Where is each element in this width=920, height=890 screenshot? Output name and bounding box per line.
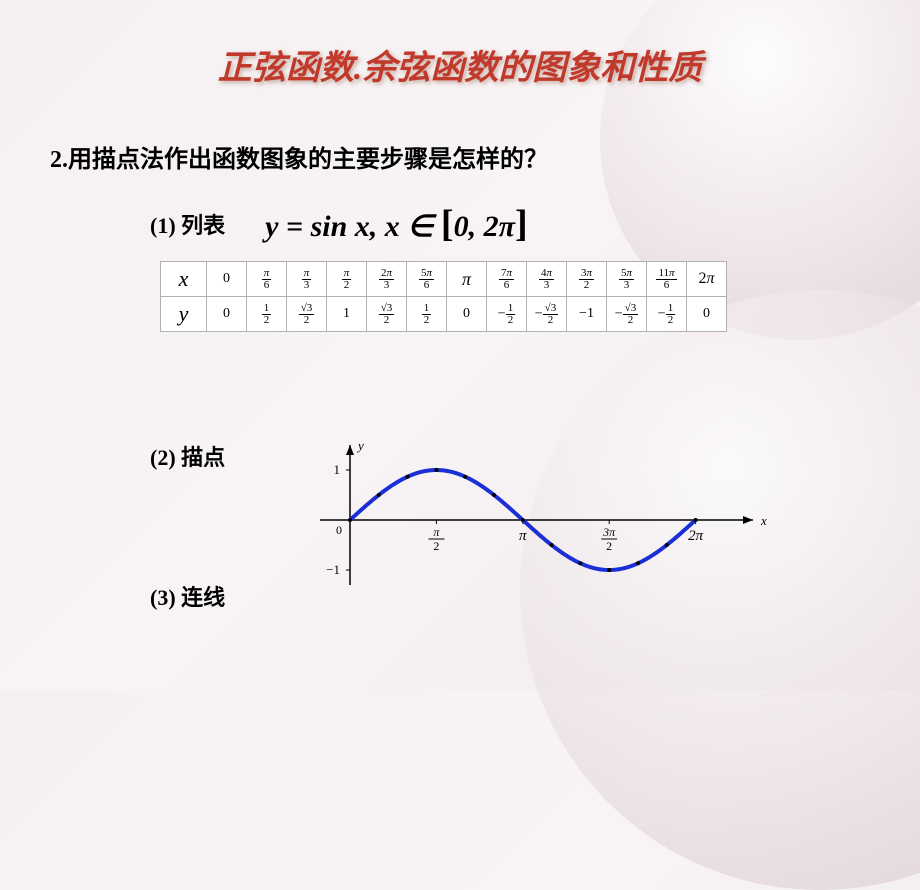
- svg-text:2: 2: [606, 539, 612, 553]
- cell: 3π2: [567, 262, 607, 297]
- step-2-label: (2) 描点: [150, 440, 225, 472]
- cell: √32: [367, 297, 407, 332]
- cell: 11π6: [647, 262, 687, 297]
- cell: 0: [447, 297, 487, 332]
- cell: 2π: [687, 262, 727, 297]
- cell: 1: [327, 297, 367, 332]
- slide-content: 正弦函数.余弦函数的图象和性质 2.用描点法作出函数图象的主要步骤是怎样的？ (…: [0, 0, 920, 690]
- y-header: y: [161, 297, 207, 332]
- cell: −1: [567, 297, 607, 332]
- cell: 4π3: [527, 262, 567, 297]
- step-1-label: (1) 列表: [150, 208, 225, 240]
- svg-text:π: π: [519, 528, 527, 544]
- cell: 0: [207, 297, 247, 332]
- svg-text:2π: 2π: [688, 528, 704, 544]
- x-header: x: [161, 262, 207, 297]
- cell: 0: [687, 297, 727, 332]
- svg-text:1: 1: [334, 462, 341, 477]
- value-table: x 0 π6 π3 π2 2π3 5π6 π 7π6 4π3 3π2 5π3 1…: [160, 261, 727, 332]
- svg-text:0: 0: [336, 523, 342, 537]
- cell: −√32: [527, 297, 567, 332]
- svg-text:−1: −1: [326, 562, 340, 577]
- svg-text:x: x: [760, 513, 767, 528]
- cell: 0: [207, 262, 247, 297]
- cell: −12: [647, 297, 687, 332]
- svg-text:3π: 3π: [602, 525, 616, 539]
- cell: π: [447, 262, 487, 297]
- cell: 5π3: [607, 262, 647, 297]
- page-title: 正弦函数.余弦函数的图象和性质: [40, 40, 880, 89]
- cell: 7π6: [487, 262, 527, 297]
- svg-text:2: 2: [433, 539, 439, 553]
- step-1-row: (1) 列表 y = sin x, x ∈ [0, 2π]: [150, 202, 880, 246]
- table-row-y: y 0 12 √32 1 √32 12 0 −12 −√32 −1 −√32 −…: [161, 297, 727, 332]
- table-row-x: x 0 π6 π3 π2 2π3 5π6 π 7π6 4π3 3π2 5π3 1…: [161, 262, 727, 297]
- cell: 12: [247, 297, 287, 332]
- svg-text:y: y: [356, 438, 364, 453]
- cell: π3: [287, 262, 327, 297]
- cell: π2: [327, 262, 367, 297]
- sine-chart: −11π2π3π22π0yx: [290, 430, 790, 605]
- question-text: 2.用描点法作出函数图象的主要步骤是怎样的？: [50, 139, 880, 174]
- cell: 5π6: [407, 262, 447, 297]
- cell: 12: [407, 297, 447, 332]
- cell: 2π3: [367, 262, 407, 297]
- step-3-label: (3) 连线: [150, 580, 225, 612]
- svg-text:π: π: [433, 525, 440, 539]
- cell: √32: [287, 297, 327, 332]
- cell: −√32: [607, 297, 647, 332]
- cell: −12: [487, 297, 527, 332]
- cell: π6: [247, 262, 287, 297]
- formula: y = sin x, x ∈ [0, 2π]: [265, 202, 527, 246]
